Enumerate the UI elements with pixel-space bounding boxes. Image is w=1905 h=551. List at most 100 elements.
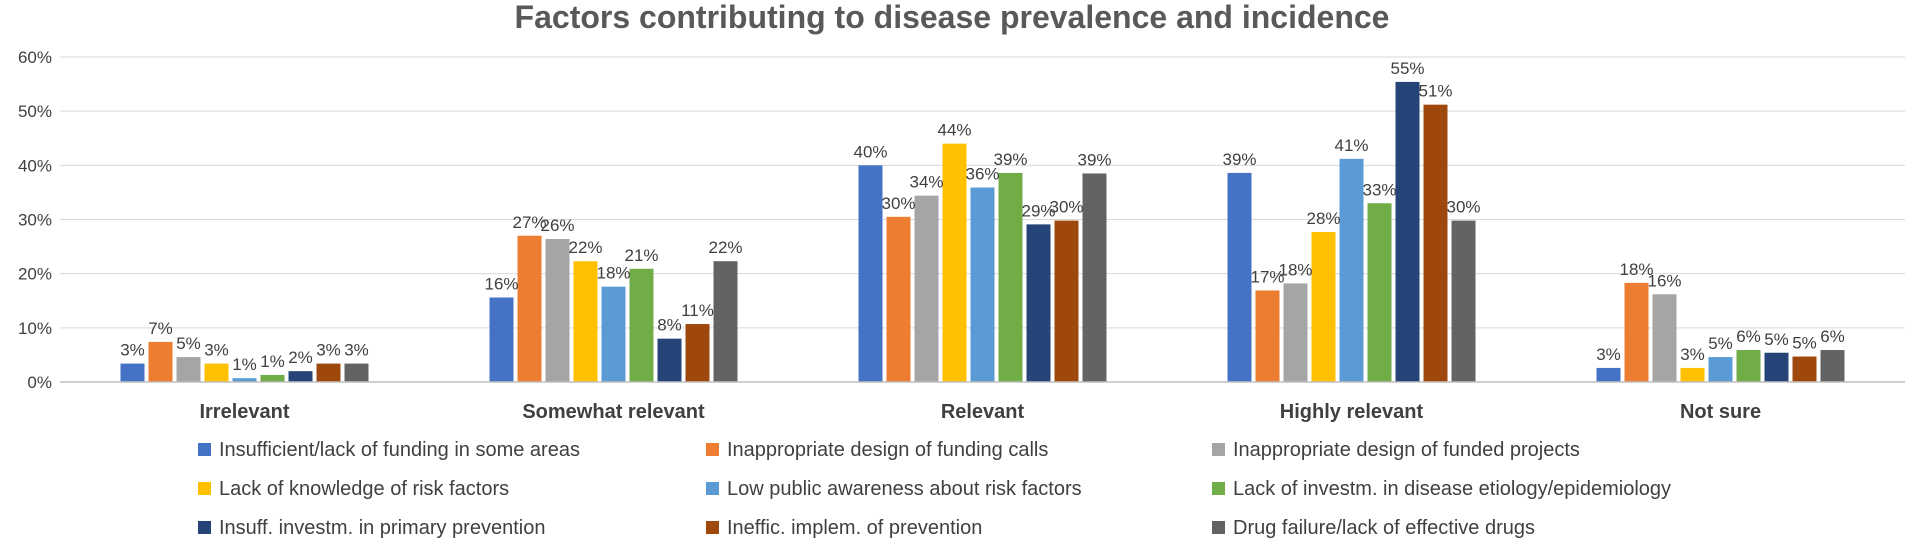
category-label: Not sure bbox=[1680, 401, 1761, 423]
category-label: Irrelevant bbox=[199, 401, 289, 423]
bar bbox=[1680, 367, 1705, 382]
bar bbox=[1311, 231, 1336, 382]
data-label: 5% bbox=[176, 334, 201, 353]
y-tick-label: 60% bbox=[18, 48, 52, 67]
data-label: 39% bbox=[1222, 150, 1256, 169]
data-label: 3% bbox=[344, 341, 369, 360]
bar bbox=[545, 239, 570, 382]
bar bbox=[176, 357, 201, 382]
legend-swatch bbox=[706, 521, 719, 534]
legend-swatch bbox=[1212, 443, 1225, 456]
legend-swatch bbox=[1212, 521, 1225, 534]
legend-swatch bbox=[706, 482, 719, 495]
data-label: 55% bbox=[1390, 59, 1424, 78]
data-label: 30% bbox=[1049, 198, 1083, 217]
bar bbox=[858, 165, 883, 382]
legend-label: Inappropriate design of funded projects bbox=[1233, 439, 1580, 461]
bar bbox=[998, 172, 1023, 382]
data-label: 3% bbox=[120, 341, 145, 360]
category-labels: Irrelevant Somewhat relevant Relevant Highl… bbox=[199, 401, 1761, 423]
data-label: 8% bbox=[657, 316, 682, 335]
data-label: 44% bbox=[937, 121, 971, 140]
legend-label: Drug failure/lack of effective drugs bbox=[1233, 517, 1535, 539]
data-label: 33% bbox=[1362, 180, 1396, 199]
data-label: 6% bbox=[1820, 327, 1845, 346]
bar bbox=[1339, 158, 1364, 382]
data-label: 3% bbox=[204, 341, 229, 360]
bar bbox=[914, 195, 939, 382]
legend-swatch bbox=[198, 521, 211, 534]
bar bbox=[629, 268, 654, 382]
legend-label: Insufficient/lack of funding in some are… bbox=[219, 439, 580, 461]
bar bbox=[970, 187, 995, 382]
chart-title: Factors contributing to disease prevalen… bbox=[515, 0, 1390, 35]
data-label: 5% bbox=[1792, 334, 1817, 353]
data-label: 18% bbox=[1619, 260, 1653, 279]
data-label: 16% bbox=[484, 275, 518, 294]
legend-item: Ineffic. implem. of prevention bbox=[706, 517, 982, 539]
data-label: 39% bbox=[993, 150, 1027, 169]
bar bbox=[1652, 294, 1677, 382]
y-tick-label: 30% bbox=[18, 211, 52, 230]
bar bbox=[1395, 81, 1420, 383]
data-label: 26% bbox=[540, 216, 574, 235]
category-label: Highly relevant bbox=[1280, 401, 1424, 423]
y-tick-label: 50% bbox=[18, 102, 52, 121]
data-label: 3% bbox=[1596, 345, 1621, 364]
bar bbox=[489, 297, 514, 382]
data-label: 1% bbox=[260, 352, 285, 371]
bar bbox=[573, 261, 598, 382]
legend-label: Low public awareness about risk factors bbox=[727, 478, 1082, 500]
data-label: 17% bbox=[1250, 267, 1284, 286]
legend-item: Inappropriate design of funded projects bbox=[1212, 439, 1580, 461]
bar bbox=[232, 378, 257, 382]
legend-item: Low public awareness about risk factors bbox=[706, 478, 1082, 500]
data-label: 30% bbox=[1446, 198, 1480, 217]
legend-label: Ineffic. implem. of prevention bbox=[727, 517, 982, 539]
bar bbox=[942, 143, 967, 382]
bar bbox=[1708, 357, 1733, 382]
data-label: 28% bbox=[1306, 209, 1340, 228]
data-label: 22% bbox=[568, 238, 602, 257]
data-label: 6% bbox=[1736, 327, 1761, 346]
legend-swatch bbox=[198, 443, 211, 456]
data-labels: 3%7%5% 3%1% 1% 2% 3% 3%16%27%26%22%18%21%8%11… bbox=[120, 59, 1845, 374]
bar bbox=[1736, 350, 1761, 382]
bar bbox=[1596, 367, 1621, 382]
legend-label: Inappropriate design of funding calls bbox=[727, 439, 1048, 461]
legend-swatch bbox=[198, 482, 211, 495]
legend-item: Inappropriate design of funding calls bbox=[706, 439, 1048, 461]
data-label: 11% bbox=[681, 301, 714, 320]
legend-swatch bbox=[1212, 482, 1225, 495]
legend-item: Insufficient/lack of funding in some are… bbox=[198, 439, 580, 461]
data-label: 18% bbox=[596, 264, 630, 283]
bar bbox=[204, 363, 229, 382]
bar bbox=[1255, 290, 1280, 382]
data-label: 21% bbox=[624, 246, 658, 265]
bar bbox=[1423, 104, 1448, 383]
bar bbox=[1227, 172, 1252, 382]
bar bbox=[288, 371, 313, 382]
data-label: 3% bbox=[316, 341, 341, 360]
data-label: 7% bbox=[148, 319, 173, 338]
bar bbox=[1624, 282, 1649, 382]
bar bbox=[1792, 356, 1817, 382]
bar bbox=[601, 286, 626, 382]
bar bbox=[260, 374, 285, 382]
legend-label: Lack of knowledge of risk factors bbox=[219, 478, 509, 500]
data-label: 18% bbox=[1278, 260, 1312, 279]
data-label: 22% bbox=[708, 238, 742, 257]
bar bbox=[713, 261, 738, 382]
data-label: 41% bbox=[1334, 136, 1368, 155]
bar bbox=[1451, 220, 1476, 382]
legend-item: Lack of investm. in disease etiology/epi… bbox=[1212, 478, 1671, 500]
data-label: 2% bbox=[288, 348, 313, 367]
legend-label: Lack of investm. in disease etiology/epi… bbox=[1233, 478, 1671, 500]
bar bbox=[517, 235, 542, 382]
bar bbox=[1082, 173, 1107, 382]
bar bbox=[120, 363, 145, 382]
bar bbox=[886, 216, 911, 382]
data-label: 16% bbox=[1647, 271, 1681, 290]
bar bbox=[344, 363, 369, 382]
